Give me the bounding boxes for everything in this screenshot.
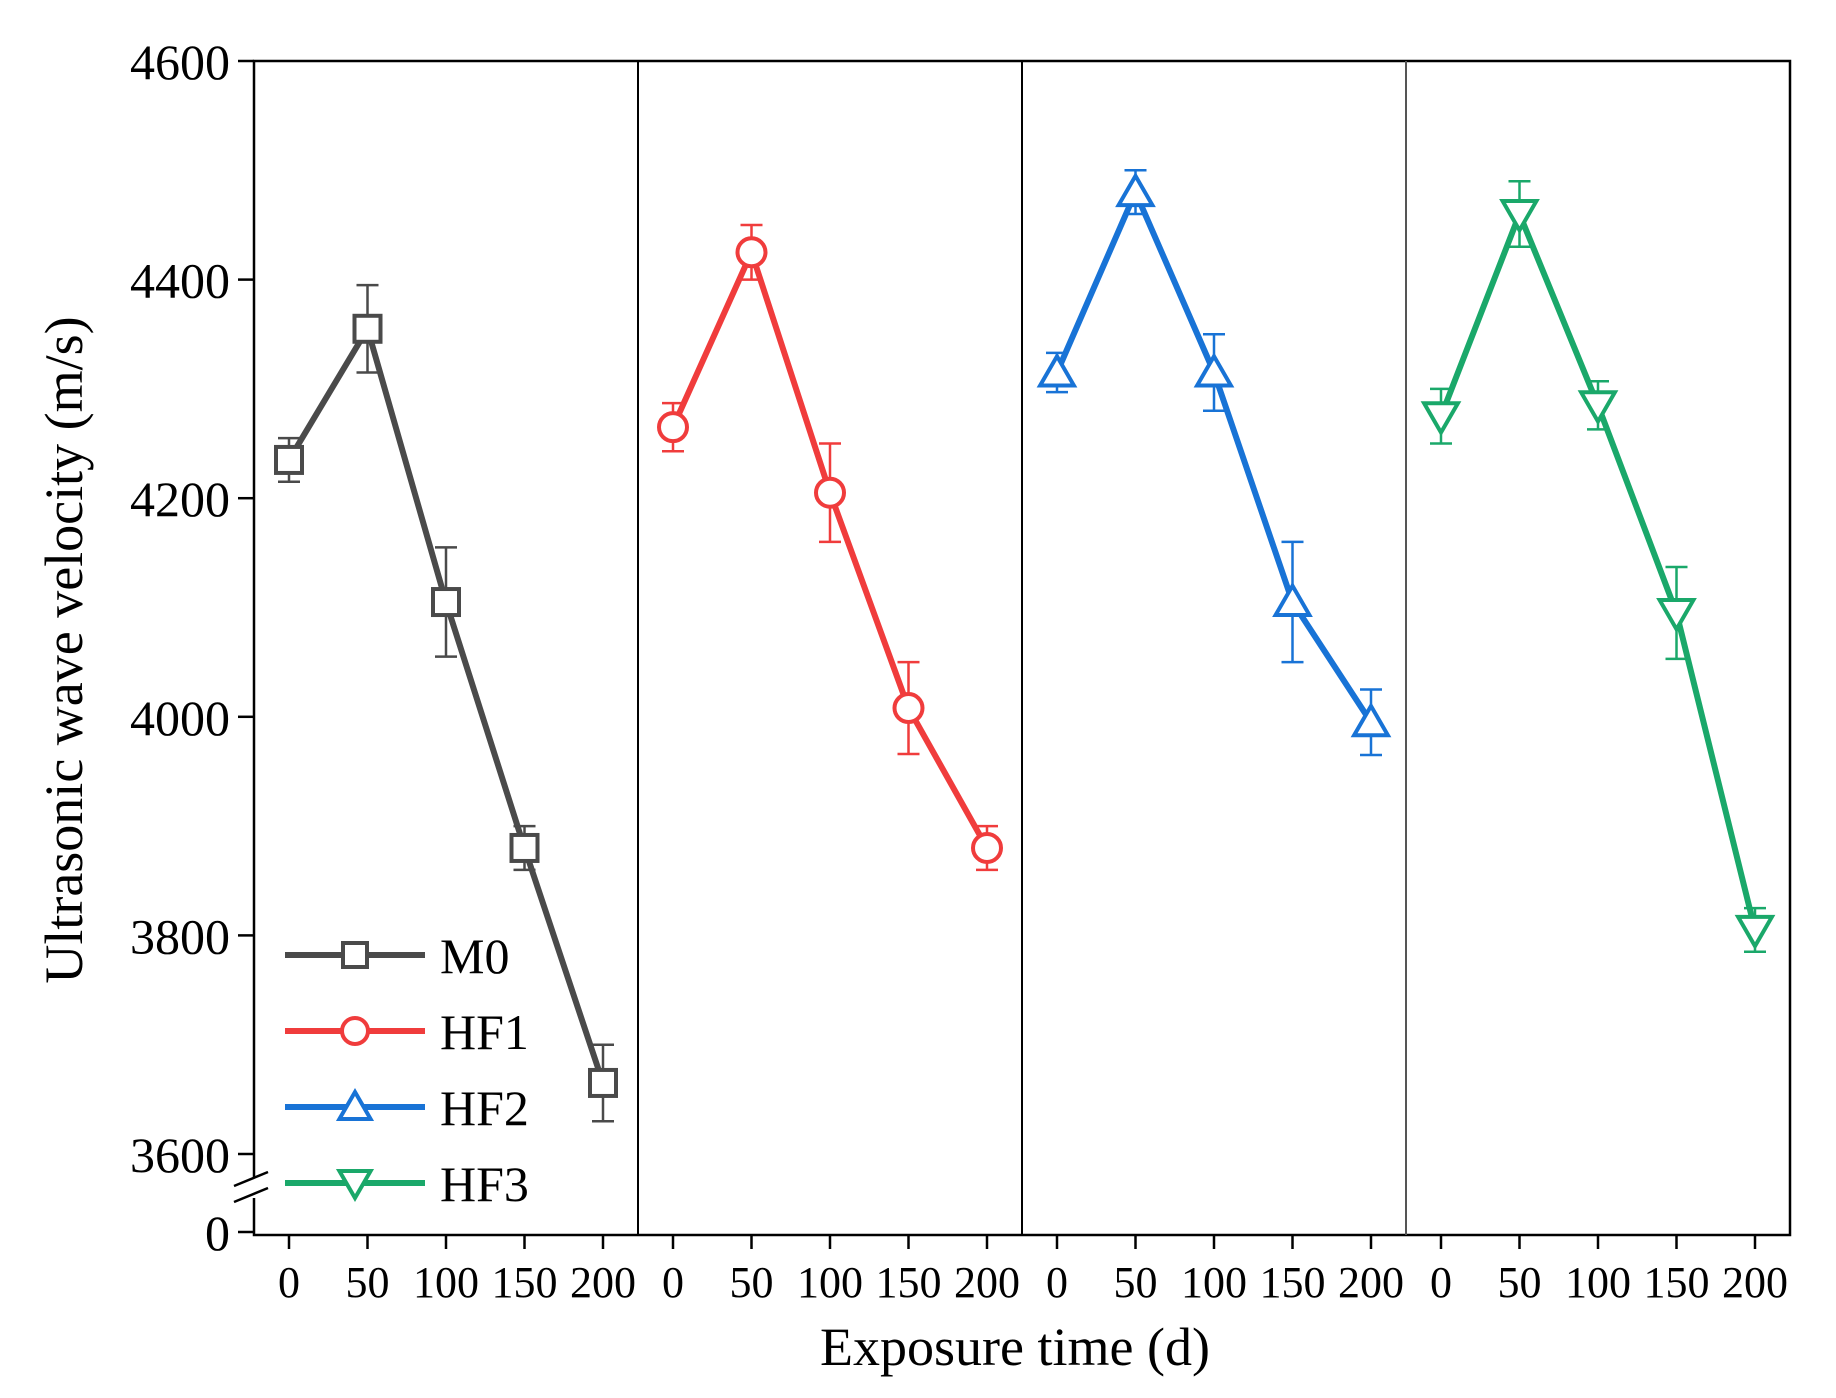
- x-tick-label: 150: [876, 1258, 942, 1307]
- legend-item-hf2: HF2: [285, 1080, 529, 1136]
- legend-marker: [341, 941, 369, 969]
- x-tick-label: 0: [278, 1258, 300, 1307]
- data-point: [274, 444, 304, 475]
- data-point: [1577, 390, 1619, 426]
- x-tick-label: 200: [1338, 1258, 1404, 1307]
- legend-label: HF1: [440, 1004, 529, 1060]
- data-point: [735, 236, 768, 269]
- data-point: [971, 831, 1003, 864]
- data-point: [1350, 702, 1392, 738]
- y-tick-label: 4600: [130, 34, 230, 90]
- x-tick-label: 150: [1260, 1258, 1326, 1307]
- axis-break-mark: [233, 1170, 269, 1188]
- legend-item-m0: M0: [285, 928, 509, 984]
- y-tick-label: 4000: [130, 690, 230, 746]
- y-tick-label: 3600: [130, 1127, 230, 1183]
- series-hf2: [1036, 169, 1392, 757]
- y-tick-label: 3800: [130, 908, 230, 964]
- data-point: [509, 832, 540, 863]
- x-tick-label: 0: [662, 1258, 684, 1307]
- data-point: [352, 313, 383, 344]
- x-tick-label: 200: [570, 1258, 636, 1307]
- x-tick-label: 0: [1046, 1258, 1068, 1307]
- series-m0: [274, 283, 618, 1123]
- x-axis-label: Exposure time (d): [820, 1317, 1210, 1377]
- x-tick-label: 50: [730, 1258, 774, 1307]
- y-tick-label: 4400: [130, 253, 230, 309]
- x-tick-label: 0: [1430, 1258, 1452, 1307]
- x-tick-label: 100: [797, 1258, 863, 1307]
- x-tick-label: 50: [1114, 1258, 1158, 1307]
- x-tick-label: 50: [1498, 1258, 1542, 1307]
- x-tick-label: 150: [1644, 1258, 1710, 1307]
- legend-item-hf1: HF1: [285, 1004, 529, 1060]
- axis-break-mark: [233, 1186, 269, 1204]
- data-point: [1499, 199, 1540, 235]
- x-tick-label: 150: [492, 1258, 558, 1307]
- data-point: [892, 692, 925, 725]
- data-point: [588, 1067, 618, 1098]
- series-hf1: [657, 223, 1003, 872]
- legend-marker: [335, 1088, 375, 1121]
- x-tick-label: 100: [413, 1258, 479, 1307]
- y-tick-label: 0: [205, 1205, 230, 1261]
- data-point: [431, 587, 461, 618]
- data-point: [1036, 352, 1078, 388]
- y-axis-label: Ultrasonic wave velocity (m/s): [34, 316, 94, 983]
- data-point: [1420, 401, 1462, 437]
- legend-label: M0: [440, 928, 509, 984]
- data-point: [1115, 171, 1156, 208]
- data-point: [657, 411, 689, 444]
- data-point: [1193, 352, 1235, 388]
- data-point: [814, 476, 846, 509]
- x-tick-label: 100: [1565, 1258, 1631, 1307]
- x-tick-label: 200: [1722, 1258, 1788, 1307]
- data-point: [1656, 597, 1697, 634]
- x-tick-label: 100: [1181, 1258, 1247, 1307]
- legend-item-hf3: HF3: [285, 1156, 529, 1212]
- series-hf3: [1420, 179, 1776, 954]
- legend-label: HF3: [440, 1156, 529, 1212]
- y-tick-label: 4200: [130, 471, 230, 527]
- legend-marker: [335, 1169, 375, 1202]
- legend-label: HF2: [440, 1080, 529, 1136]
- x-tick-label: 200: [954, 1258, 1020, 1307]
- data-point: [1272, 581, 1313, 618]
- legend-marker: [340, 1016, 370, 1046]
- x-tick-label: 50: [346, 1258, 390, 1307]
- data-point: [1734, 914, 1776, 951]
